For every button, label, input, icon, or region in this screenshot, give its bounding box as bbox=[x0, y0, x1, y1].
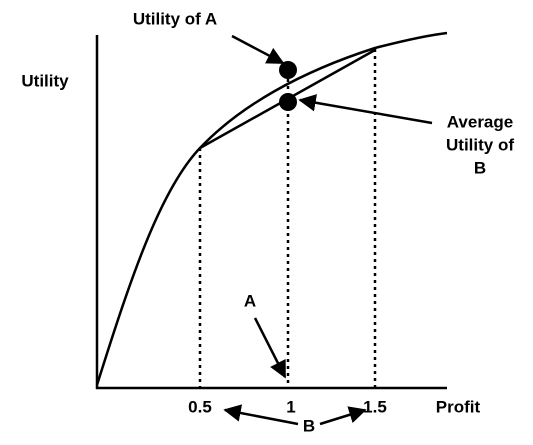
annotation: Average bbox=[447, 112, 513, 131]
x-axis-label: Profit bbox=[436, 397, 481, 416]
annotation: A bbox=[244, 291, 256, 310]
arrow bbox=[253, 317, 287, 379]
annotation: B bbox=[474, 158, 486, 177]
annotation: Utility of A bbox=[133, 9, 217, 28]
annotation: B bbox=[303, 416, 315, 435]
arrow bbox=[231, 34, 285, 65]
utility-curve bbox=[95, 31, 448, 386]
x-tick-label: 1 bbox=[286, 397, 295, 416]
x-tick-label: 1.5 bbox=[363, 397, 387, 416]
arrow bbox=[319, 406, 367, 426]
x-tick-label: 0.5 bbox=[188, 397, 212, 416]
y-axis-label: Utility bbox=[21, 71, 69, 90]
arrow bbox=[223, 404, 299, 426]
point-average-b bbox=[279, 93, 297, 111]
point-utility-a bbox=[279, 61, 297, 79]
arrow bbox=[298, 94, 433, 125]
annotation: Utility of bbox=[446, 135, 514, 154]
